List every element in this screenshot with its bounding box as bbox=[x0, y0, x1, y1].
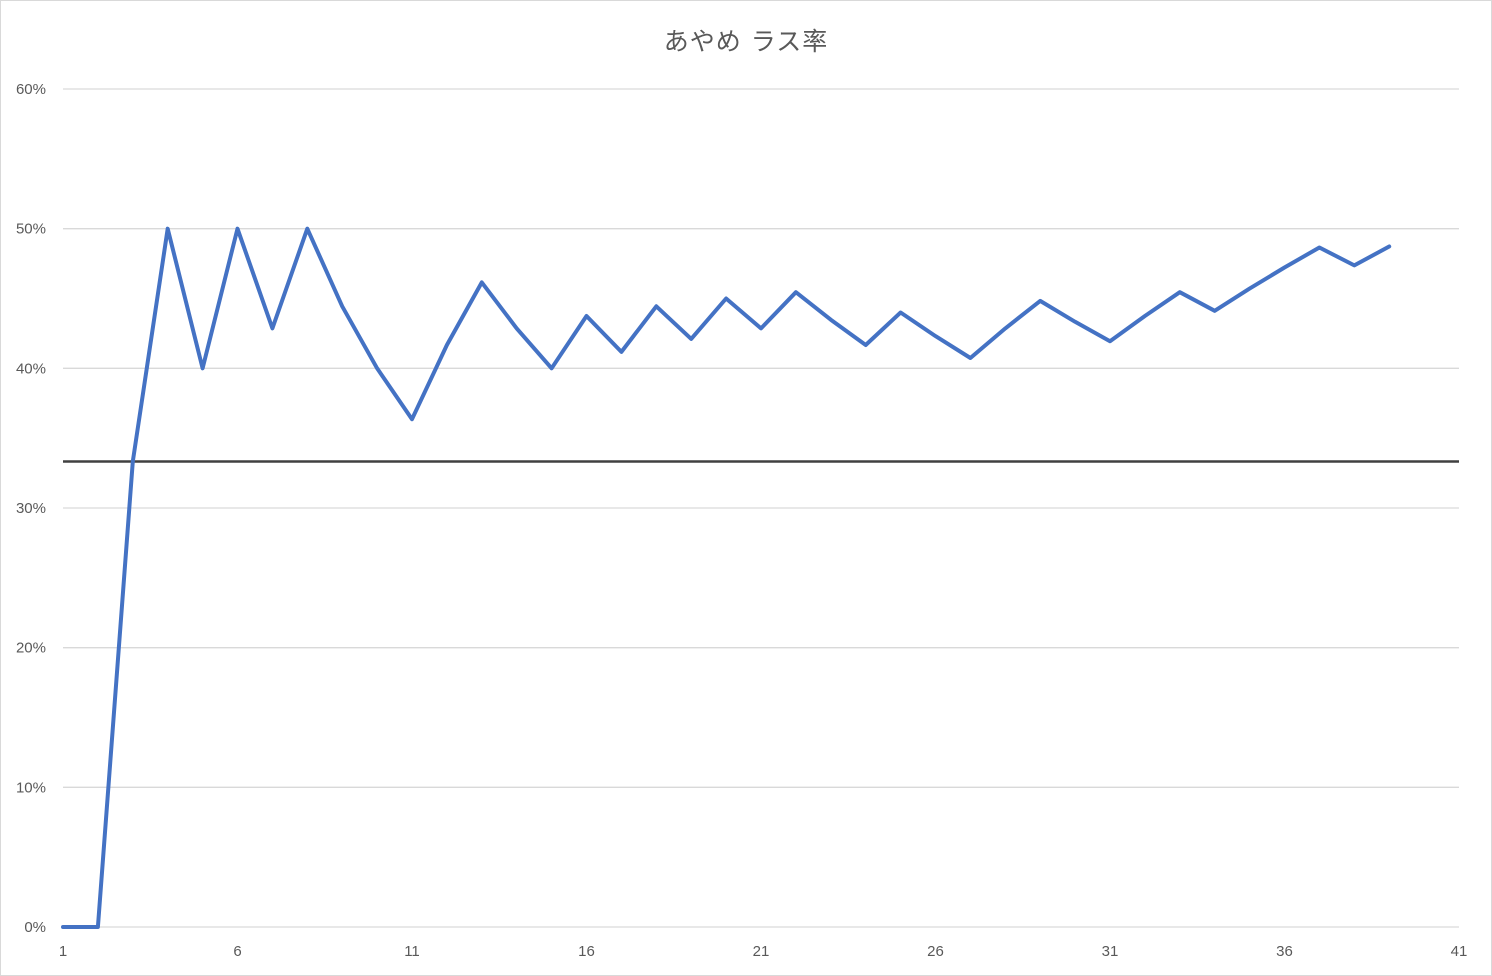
y-tick-label: 60% bbox=[16, 81, 46, 98]
x-tick-label: 6 bbox=[233, 943, 241, 960]
x-tick-label: 1 bbox=[59, 943, 67, 960]
series-line bbox=[61, 226, 1392, 929]
y-tick-label: 10% bbox=[16, 779, 46, 796]
x-tick-label: 41 bbox=[1451, 943, 1468, 960]
x-tick-label: 21 bbox=[753, 943, 770, 960]
x-tick-label: 31 bbox=[1102, 943, 1119, 960]
x-tick-label: 36 bbox=[1276, 943, 1293, 960]
y-tick-label: 30% bbox=[16, 500, 46, 517]
y-tick-label: 40% bbox=[16, 360, 46, 377]
y-tick-label: 0% bbox=[24, 919, 46, 936]
x-tick-label: 16 bbox=[578, 943, 595, 960]
x-tick-label: 26 bbox=[927, 943, 944, 960]
y-tick-label: 50% bbox=[16, 221, 46, 238]
chart-title: あやめ ラス率 bbox=[663, 27, 829, 56]
x-tick-label: 11 bbox=[404, 943, 420, 960]
y-tick-label: 20% bbox=[16, 640, 46, 657]
